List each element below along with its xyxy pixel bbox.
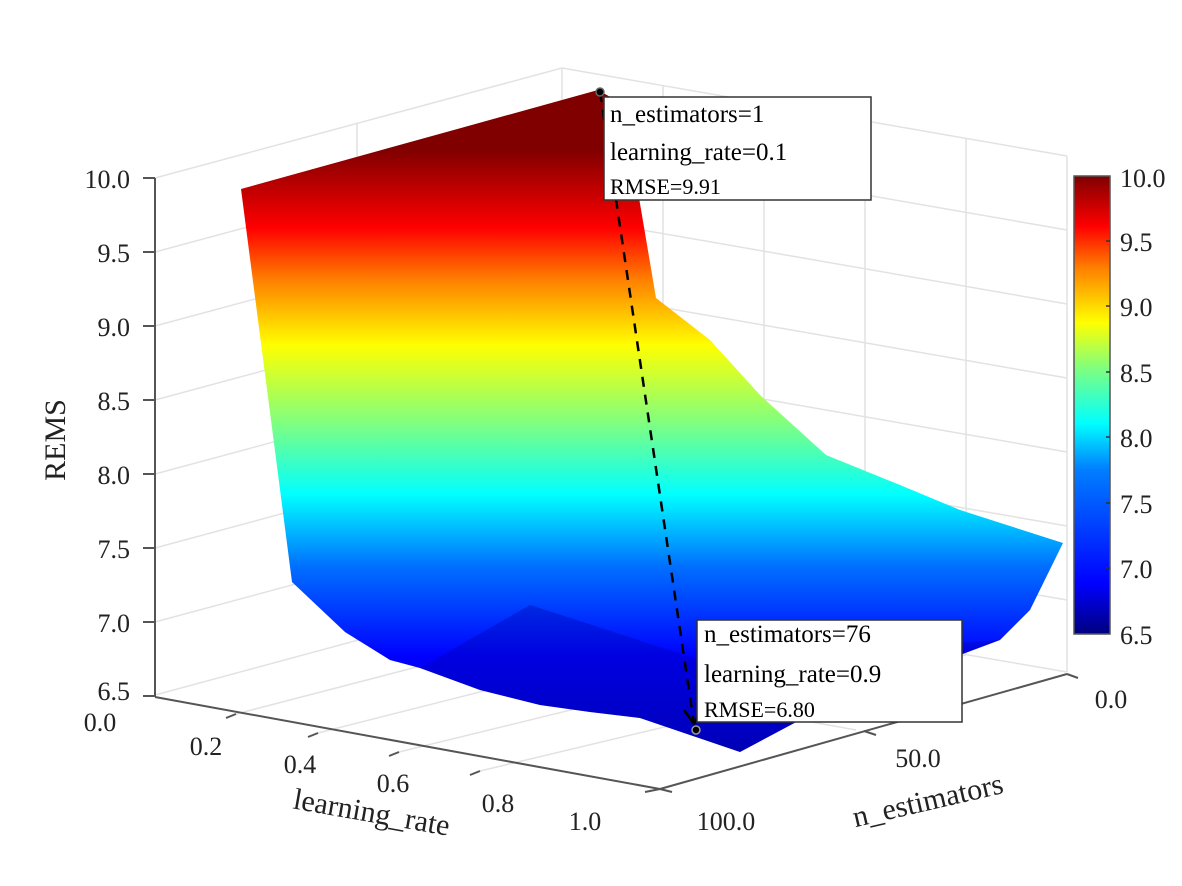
z-tick: 7.0 xyxy=(98,609,131,638)
x-tick: 0.0 xyxy=(84,708,117,737)
colorbar-tick: 9.0 xyxy=(1120,293,1153,322)
datatip-line: RMSE=6.80 xyxy=(704,697,815,722)
z-tick: 8.0 xyxy=(98,461,131,490)
datatip-line: learning_rate=0.1 xyxy=(610,139,787,166)
datatip-marker xyxy=(691,725,701,735)
z-axis-title: REMS xyxy=(39,399,72,481)
colorbar-tick: 8.0 xyxy=(1120,424,1153,453)
z-tick: 7.5 xyxy=(98,535,131,564)
colorbar-gradient xyxy=(1073,175,1111,635)
datatip-line: n_estimators=76 xyxy=(704,621,871,648)
colorbar-tick: 9.5 xyxy=(1120,228,1153,257)
learning-rate-tick-labels: 0.0 0.2 0.4 0.6 0.8 1.0 xyxy=(84,708,602,836)
datatip-box xyxy=(696,619,963,723)
x-tick: 0.8 xyxy=(482,789,515,818)
colorbar-tick: 10.0 xyxy=(1120,164,1166,193)
z-tick: 6.5 xyxy=(98,677,131,706)
datatip-line: n_estimators=1 xyxy=(610,101,764,128)
learning-rate-axis-title: learning_rate xyxy=(291,783,453,843)
datatip-max[interactable]: n_estimators=1 learning_rate=0.1 RMSE=9.… xyxy=(595,87,872,201)
x-tick: 0.2 xyxy=(190,732,223,761)
n-estimators-axis-title: n_estimators xyxy=(849,767,1006,834)
y-tick: 100.0 xyxy=(697,807,756,836)
datatip-min[interactable]: n_estimators=76 learning_rate=0.9 RMSE=6… xyxy=(691,619,963,735)
datatip-marker xyxy=(595,87,605,97)
y-tick: 50.0 xyxy=(895,744,941,773)
surface-shape xyxy=(241,90,1063,752)
x-tick: 0.4 xyxy=(284,750,317,779)
y-tick: 0.0 xyxy=(1095,685,1128,714)
colorbar-tick: 7.0 xyxy=(1120,555,1153,584)
colorbar-tick: 8.5 xyxy=(1120,359,1153,388)
z-tick: 9.5 xyxy=(98,239,131,268)
colorbar: 10.0 9.5 9.0 8.5 8.0 7.5 7.0 6.5 xyxy=(1073,164,1166,650)
z-tick: 10.0 xyxy=(85,165,131,194)
axes xyxy=(143,177,1079,793)
datatip-line: learning_rate=0.9 xyxy=(704,661,881,688)
colorbar-tick: 6.5 xyxy=(1120,621,1153,650)
z-tick: 8.5 xyxy=(98,387,131,416)
learning-rate-axis-line xyxy=(154,696,661,790)
n-estimators-axis-line xyxy=(659,673,1068,790)
z-tick: 9.0 xyxy=(98,313,131,342)
z-tick-labels: 10.0 9.5 9.0 8.5 8.0 7.5 7.0 6.5 xyxy=(85,165,131,706)
datatip-box xyxy=(603,96,872,201)
colorbar-tick: 7.5 xyxy=(1120,490,1153,519)
x-tick: 1.0 xyxy=(569,807,602,836)
n-estimators-tick-labels: 0.0 50.0 100.0 xyxy=(697,685,1128,836)
datatip-line: RMSE=9.91 xyxy=(610,174,721,199)
x-tick: 0.6 xyxy=(377,769,410,798)
